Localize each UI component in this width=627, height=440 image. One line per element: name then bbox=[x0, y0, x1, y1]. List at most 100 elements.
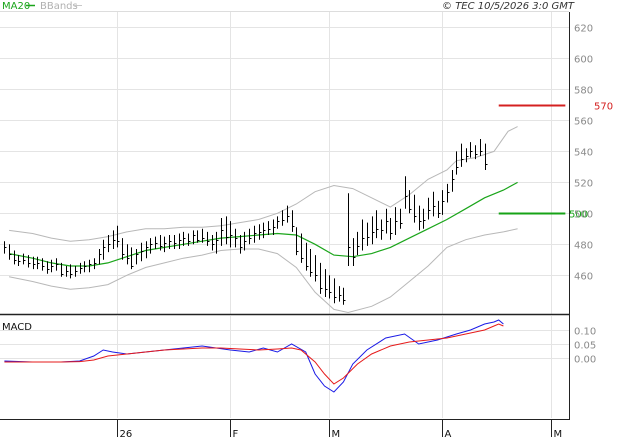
ohlc-bar bbox=[183, 231, 186, 246]
ohlc-bar bbox=[174, 235, 177, 249]
ohlc-bar bbox=[428, 197, 431, 220]
ohlc-bar bbox=[343, 287, 346, 305]
price-y-tick-label: 520 bbox=[574, 179, 593, 190]
ohlc-bar bbox=[244, 231, 247, 251]
ohlc-bar bbox=[216, 231, 219, 254]
ohlc-bar bbox=[423, 208, 426, 229]
ohlc-bar bbox=[277, 216, 280, 229]
bband-upper-line bbox=[9, 126, 518, 242]
ohlc-bar bbox=[99, 249, 102, 265]
ohlc-bar bbox=[442, 190, 445, 215]
ohlc-bar bbox=[381, 219, 384, 240]
ohlc-bar bbox=[400, 208, 403, 229]
ohlc-bar bbox=[141, 242, 144, 262]
ohlc-bar bbox=[249, 228, 252, 245]
ohlc-bar bbox=[452, 170, 455, 192]
macd-panel-label: MACD bbox=[2, 322, 32, 333]
ohlc-bar bbox=[376, 210, 379, 239]
ohlc-bar bbox=[146, 241, 149, 259]
ohlc-bar bbox=[386, 208, 389, 234]
macd-gridlines bbox=[0, 330, 569, 359]
ohlc-bar bbox=[169, 235, 172, 249]
legend-ma20-label: MA20 bbox=[2, 1, 30, 12]
ohlc-bar bbox=[230, 221, 233, 248]
price-y-tick-label: 560 bbox=[574, 117, 593, 128]
ohlc-bar bbox=[485, 143, 488, 170]
macd-y-tick-label: 0.05 bbox=[574, 341, 596, 352]
ohlc-bar bbox=[301, 233, 304, 263]
x-tick-label: A bbox=[445, 429, 452, 440]
price-gridlines bbox=[0, 27, 569, 276]
ohlc-bar bbox=[28, 255, 31, 268]
ohlc-bar bbox=[273, 219, 276, 235]
price-y-tick-label: 480 bbox=[574, 241, 593, 252]
ohlc-bar bbox=[438, 200, 441, 218]
chart-legend: MA20 BBands bbox=[2, 1, 82, 12]
ohlc-bar bbox=[113, 230, 116, 249]
signal-line bbox=[4, 323, 504, 385]
ohlc-bar bbox=[367, 222, 370, 246]
price-y-tick-label: 460 bbox=[574, 272, 593, 283]
ohlc-bar bbox=[287, 205, 290, 223]
ohlc-bar bbox=[202, 228, 205, 243]
ohlc-bar bbox=[84, 261, 87, 273]
ohlc-bar bbox=[136, 249, 139, 265]
ohlc-bar bbox=[75, 266, 78, 277]
ohlc-bar bbox=[108, 235, 111, 253]
bollinger-bands bbox=[9, 126, 518, 314]
macd-lines bbox=[4, 319, 504, 393]
price-vertical-gridlines bbox=[117, 12, 552, 314]
ohlc-bar bbox=[461, 143, 464, 167]
ohlc-bars bbox=[4, 139, 488, 305]
ohlc-bar bbox=[470, 142, 473, 158]
ohlc-bar bbox=[475, 145, 478, 160]
ohlc-bar bbox=[66, 266, 69, 277]
ohlc-bar bbox=[320, 262, 323, 294]
ohlc-bar bbox=[433, 191, 436, 217]
macd-y-tick-label: 0.10 bbox=[574, 327, 596, 338]
ohlc-bar bbox=[89, 259, 92, 273]
ohlc-bar bbox=[131, 247, 134, 270]
ohlc-bar bbox=[268, 221, 271, 235]
ohlc-bar bbox=[456, 151, 459, 175]
price-y-tick-label: 580 bbox=[574, 86, 593, 97]
ohlc-bar bbox=[14, 250, 17, 265]
x-tick-label: M bbox=[332, 429, 341, 440]
ohlc-bar bbox=[315, 255, 318, 282]
price-y-tick-label: 600 bbox=[574, 55, 593, 66]
ohlc-bar bbox=[117, 225, 120, 248]
ohlc-bar bbox=[197, 230, 200, 243]
ohlc-bar bbox=[259, 224, 262, 240]
ohlc-bar bbox=[480, 139, 483, 156]
price-y-tick-label: 500 bbox=[574, 210, 593, 221]
ohlc-bar bbox=[80, 262, 83, 274]
ohlc-bar bbox=[212, 235, 215, 251]
ohlc-bar bbox=[357, 231, 360, 256]
macd-panel: 0.10 0.05 0.00 bbox=[0, 316, 596, 418]
ohlc-bar bbox=[221, 218, 224, 246]
ohlc-bar bbox=[292, 210, 295, 232]
ohlc-bar bbox=[419, 205, 422, 231]
ohlc-bar bbox=[61, 262, 64, 277]
ohlc-bar bbox=[254, 225, 257, 243]
ohlc-bar bbox=[47, 261, 50, 274]
ohlc-bar bbox=[94, 258, 97, 270]
ohlc-bar bbox=[390, 218, 393, 240]
ohlc-bar bbox=[329, 275, 332, 299]
ohlc-bar bbox=[193, 230, 196, 245]
ohlc-bar bbox=[51, 259, 54, 273]
ohlc-bar bbox=[282, 210, 285, 226]
ohlc-bar bbox=[37, 256, 40, 270]
ohlc-bar bbox=[395, 207, 398, 235]
ohlc-bar bbox=[4, 241, 7, 254]
x-tick-label: 26 bbox=[120, 429, 133, 440]
ohlc-bar bbox=[122, 238, 125, 260]
ohlc-bar bbox=[160, 235, 163, 251]
support-label: 500 bbox=[569, 210, 588, 221]
price-y-tick-label: 620 bbox=[574, 24, 593, 35]
ohlc-bar bbox=[56, 258, 59, 271]
x-axis: 26 F M A M bbox=[117, 419, 562, 440]
ohlc-bar bbox=[296, 227, 299, 256]
ohlc-bar bbox=[33, 256, 36, 270]
